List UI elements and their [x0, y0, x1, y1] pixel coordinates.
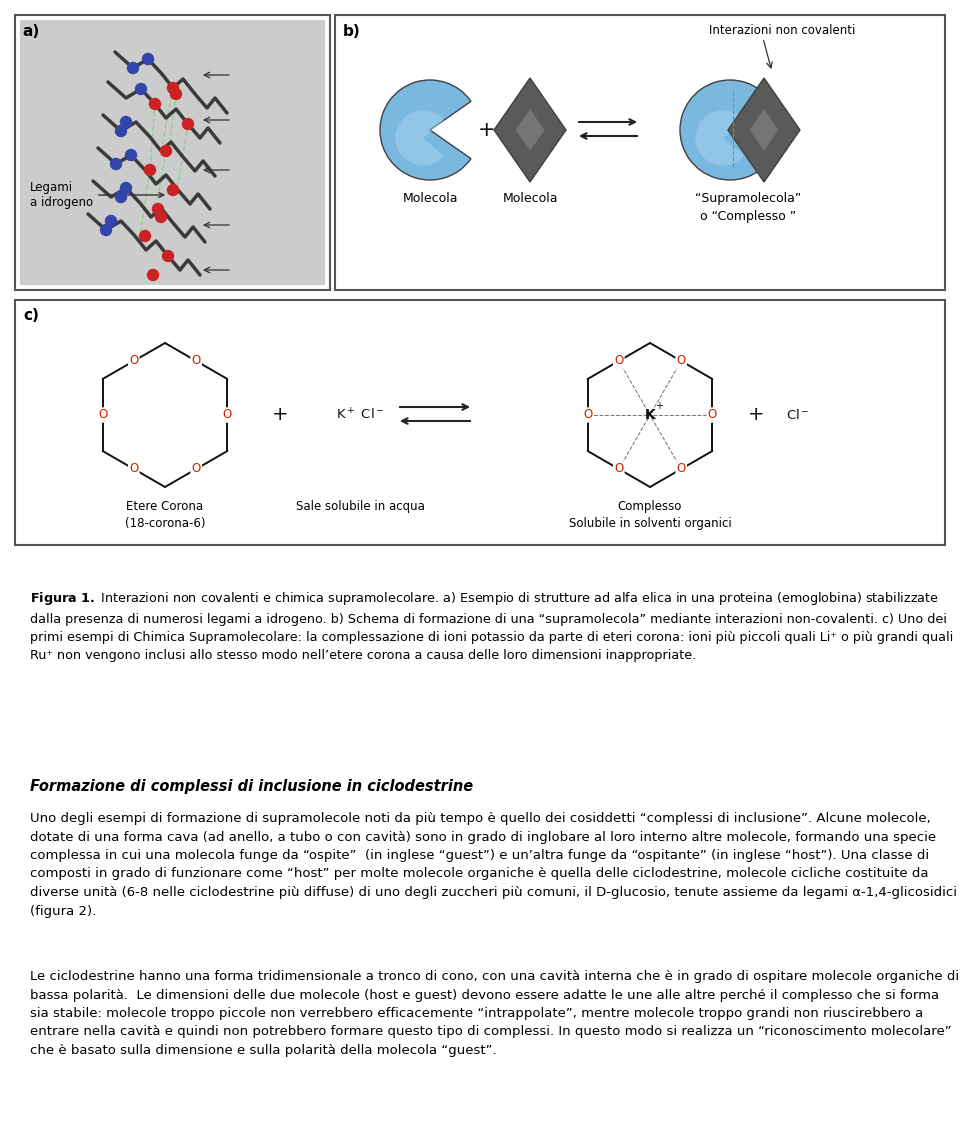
Circle shape: [101, 225, 111, 236]
Text: +: +: [655, 401, 663, 411]
Circle shape: [126, 149, 136, 161]
Polygon shape: [494, 78, 566, 182]
Text: O: O: [614, 462, 623, 475]
Circle shape: [135, 83, 147, 94]
Bar: [15, 300, 945, 545]
Text: Legami
a idrogeno: Legami a idrogeno: [30, 181, 163, 209]
Circle shape: [150, 99, 160, 109]
Text: O: O: [130, 354, 138, 368]
Text: O: O: [192, 462, 201, 475]
Bar: [335, 15, 945, 290]
Circle shape: [110, 158, 122, 170]
Polygon shape: [516, 109, 544, 151]
Circle shape: [153, 203, 163, 215]
Circle shape: [115, 191, 127, 202]
Circle shape: [156, 211, 166, 223]
Circle shape: [106, 216, 116, 227]
Text: b): b): [343, 24, 361, 39]
Circle shape: [121, 117, 132, 127]
Text: Etere Corona
(18-corona-6): Etere Corona (18-corona-6): [125, 500, 205, 531]
Circle shape: [115, 126, 127, 136]
Circle shape: [167, 184, 179, 196]
Polygon shape: [750, 109, 779, 151]
Text: O: O: [708, 408, 717, 422]
Text: O: O: [677, 462, 685, 475]
Text: “Supramolecola”
o “Complesso ”: “Supramolecola” o “Complesso ”: [695, 192, 802, 223]
Text: O: O: [223, 408, 232, 422]
Text: O: O: [677, 354, 685, 368]
Circle shape: [142, 54, 154, 64]
Text: O: O: [583, 408, 592, 422]
Text: Interazioni non covalenti: Interazioni non covalenti: [708, 24, 855, 37]
Text: Le ciclodestrine hanno una forma tridimensionale a tronco di cono, con una cavit: Le ciclodestrine hanno una forma tridime…: [30, 970, 959, 1057]
Wedge shape: [396, 110, 444, 165]
Text: Molecola: Molecola: [402, 192, 458, 205]
Text: O: O: [192, 354, 201, 368]
Text: Cl$^-$: Cl$^-$: [786, 408, 810, 422]
Text: Sale solubile in acqua: Sale solubile in acqua: [296, 500, 424, 513]
Text: O: O: [614, 354, 623, 368]
Circle shape: [167, 82, 179, 93]
Circle shape: [139, 230, 151, 242]
Text: +: +: [478, 120, 495, 140]
Wedge shape: [380, 80, 471, 180]
Text: O: O: [130, 462, 138, 475]
Circle shape: [128, 63, 138, 73]
Circle shape: [148, 270, 158, 281]
Circle shape: [182, 118, 194, 129]
Bar: [20, 20, 325, 285]
Text: Formazione di complessi di inclusione in ciclodestrine: Formazione di complessi di inclusione in…: [30, 779, 473, 794]
Circle shape: [171, 89, 181, 100]
Polygon shape: [728, 78, 800, 182]
Wedge shape: [695, 110, 744, 165]
Wedge shape: [680, 80, 771, 180]
Circle shape: [160, 145, 172, 156]
Text: K$^+$ Cl$^-$: K$^+$ Cl$^-$: [336, 407, 384, 423]
Text: Complesso
Solubile in solventi organici: Complesso Solubile in solventi organici: [568, 500, 732, 531]
Text: +: +: [272, 406, 288, 425]
Text: Molecola: Molecola: [502, 192, 558, 205]
Circle shape: [162, 251, 174, 262]
Text: c): c): [23, 308, 38, 323]
Text: $\bf{Figura\ 1.}$ Interazioni non covalenti e chimica supramolecolare. a) Esempi: $\bf{Figura\ 1.}$ Interazioni non covale…: [30, 590, 953, 662]
Bar: [15, 15, 330, 290]
Text: O: O: [98, 408, 108, 422]
Circle shape: [145, 164, 156, 175]
Text: a): a): [22, 24, 39, 39]
Text: Uno degli esempi di formazione di supramolecole noti da più tempo è quello dei c: Uno degli esempi di formazione di supram…: [30, 812, 957, 917]
Text: K: K: [644, 408, 656, 422]
Circle shape: [121, 182, 132, 193]
Text: +: +: [748, 406, 764, 425]
